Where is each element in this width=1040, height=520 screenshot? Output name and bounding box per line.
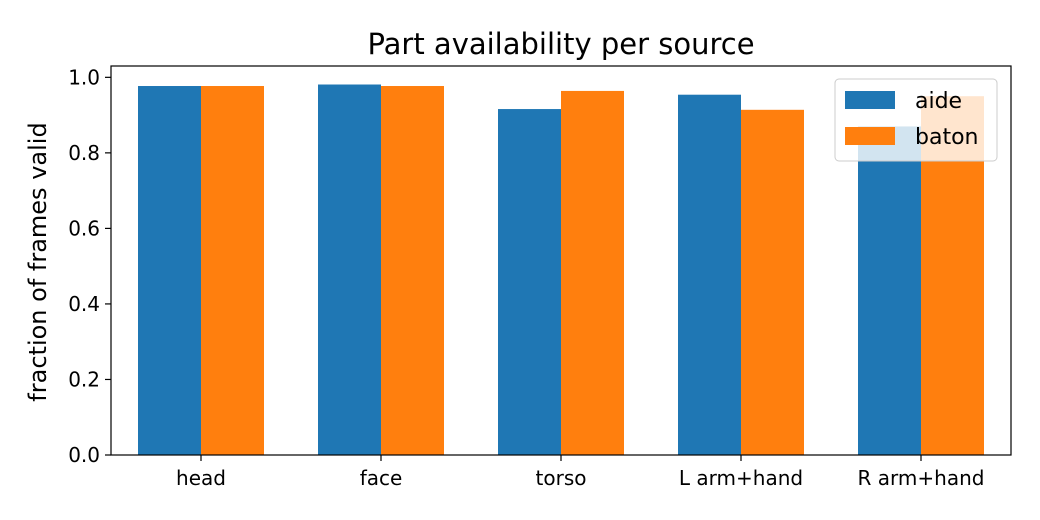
y-tick-label: 1.0 [68, 65, 100, 89]
y-tick-label: 0.6 [68, 216, 100, 240]
legend: aide baton [834, 78, 998, 162]
bar-baton-torso [561, 90, 624, 456]
y-tick-label: 0.2 [68, 367, 100, 391]
y-axis-title: fraction of frames valid [24, 122, 52, 401]
bar-aide-l-arm-hand [678, 94, 741, 455]
bar-aide-head [138, 86, 201, 455]
y-tick-label: 0.0 [68, 443, 100, 467]
legend-swatch-baton [845, 127, 895, 145]
x-tick-label: torso [536, 466, 587, 490]
bar-aide-r-arm-hand [858, 126, 921, 455]
y-tick-label: 0.4 [68, 292, 100, 316]
x-tick-label: L arm+hand [679, 466, 803, 490]
legend-label-baton: baton [915, 125, 978, 150]
x-tick-label: R arm+hand [858, 466, 985, 490]
y-axis: 0.0 0.2 0.4 0.6 0.8 1.0 [68, 65, 111, 467]
x-axis: head face torso L arm+hand R arm+hand [176, 455, 984, 490]
bars-layer [138, 84, 984, 456]
x-tick-label: face [360, 466, 403, 490]
bar-baton-l-arm-hand [741, 109, 804, 456]
x-tick-label: head [176, 466, 226, 490]
y-tick-label: 0.8 [68, 141, 100, 165]
chart-title: Part availability per source [367, 27, 754, 61]
legend-swatch-aide [845, 91, 895, 109]
bar-baton-face [381, 86, 444, 455]
legend-label-aide: aide [915, 89, 962, 114]
bar-baton-head [201, 86, 264, 455]
bar-aide-torso [498, 109, 561, 455]
bar-aide-face [318, 84, 381, 455]
plot-frame [110, 65, 1012, 456]
